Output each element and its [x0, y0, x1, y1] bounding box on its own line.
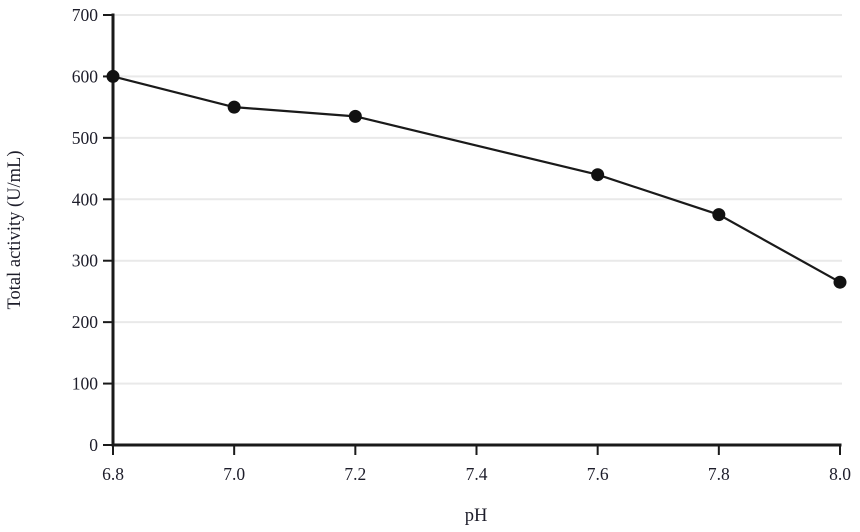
- data-point-marker: [591, 168, 605, 182]
- x-axis-tick-label: 7.2: [344, 464, 366, 484]
- x-axis-tick-label: 7.4: [466, 464, 488, 484]
- plot-area: 0 100 200 300 400 500 600 700 6.8 7.0 7.2 7.4 7.6 7.8…: [72, 5, 851, 484]
- series-line: [112, 75, 841, 284]
- data-point-marker: [227, 100, 241, 114]
- y-axis-tick-label: 300: [72, 251, 99, 271]
- x-axis-tick-label: 7.6: [587, 464, 609, 484]
- x-axis-tick-label: 6.8: [102, 464, 124, 484]
- y-axis-title: Total activity (U/mL): [5, 151, 25, 310]
- y-axis-tick-label: 500: [72, 128, 99, 148]
- x-axis-tick-label: 8.0: [829, 464, 851, 484]
- y-axis-tick-label: 600: [72, 66, 99, 86]
- data-point-marker: [106, 69, 120, 83]
- y-axis-tick-label: 700: [72, 5, 99, 25]
- x-axis-title: pH: [465, 506, 488, 526]
- x-axis-tick-label: 7.0: [223, 464, 245, 484]
- y-axis-tick-label: 200: [72, 312, 99, 332]
- x-axis-tick-label: 7.8: [708, 464, 730, 484]
- y-axis-tick-label: 100: [72, 374, 99, 394]
- data-point-marker: [712, 208, 726, 222]
- data-point-marker: [348, 109, 362, 123]
- y-axis-tick-label: 400: [72, 189, 99, 209]
- y-axis-tick-label: 0: [89, 435, 98, 455]
- data-point-marker: [833, 275, 847, 289]
